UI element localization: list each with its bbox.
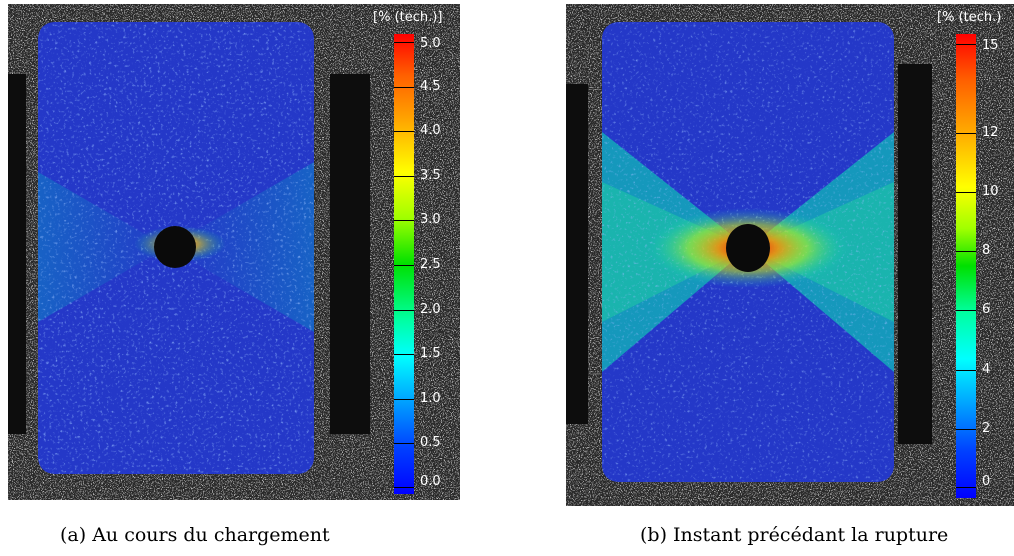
- colorbar-tick-mark: [956, 44, 976, 45]
- colorbar-tick-mark: [956, 369, 976, 371]
- colorbar-gradient: [956, 34, 976, 498]
- colorbar-tick-mark: [956, 428, 976, 430]
- colorbar-tick-mark: [394, 443, 414, 445]
- colorbar-tick-label: 1.0: [420, 390, 441, 406]
- colorbar-title: [% (tech.): [937, 10, 1002, 25]
- colorbar-tick-mark: [394, 131, 414, 133]
- colorbar-tick-mark: [394, 42, 414, 43]
- caption-a: (a) Au cours du chargement: [60, 524, 330, 546]
- colorbar-gradient: [394, 34, 414, 494]
- colorbar-tick-label: 0.0: [420, 474, 441, 489]
- colorbar-tick-label: 6: [982, 302, 991, 318]
- colorbar-tick-label: 2.0: [420, 301, 441, 317]
- colorbar-tick-label: 3.0: [420, 212, 441, 228]
- colorbar-tick-mark: [394, 398, 414, 400]
- colorbar-tick-label: 4.0: [420, 123, 441, 139]
- colorbar-tick-label: 10: [982, 184, 999, 199]
- colorbar-b: [% (tech.) 15 12 10 8 6 4 2 0: [932, 4, 1014, 506]
- colorbar-tick-mark: [394, 175, 414, 177]
- strain-map-panel-a: [% (tech.)] 5.0 4.5 4.0 3.5 3.0 2.5 2.0 1.5 1.0 0…: [8, 4, 460, 500]
- colorbar-tick-mark: [394, 354, 414, 356]
- colorbar-tick-label: 2: [982, 420, 991, 436]
- colorbar-tick-mark: [394, 487, 414, 488]
- colorbar-tick-mark: [956, 310, 976, 312]
- colorbar-tick-label: 12: [982, 124, 999, 140]
- colorbar-tick-label: 15: [982, 38, 999, 53]
- specimen-hole: [726, 224, 770, 272]
- colorbar-tick-label: 4: [982, 361, 991, 377]
- colorbar-title: [% (tech.)]: [373, 10, 443, 25]
- caption-b: (b) Instant précédant la rupture: [640, 524, 949, 546]
- colorbar-tick-label: 0.5: [420, 435, 441, 451]
- colorbar-tick-mark: [956, 251, 976, 253]
- colorbar-tick-label: 2.5: [420, 257, 441, 272]
- colorbar-tick-mark: [394, 309, 414, 311]
- colorbar-tick-mark: [956, 192, 976, 193]
- colorbar-a: [% (tech.)] 5.0 4.5 4.0 3.5 3.0 2.5 2.0 1.5 1.0 0…: [370, 4, 460, 500]
- colorbar-tick-mark: [394, 265, 414, 266]
- colorbar-tick-mark: [956, 132, 976, 134]
- colorbar-tick-mark: [394, 220, 414, 222]
- colorbar-tick-label: 0: [982, 474, 991, 489]
- colorbar-tick-label: 4.5: [420, 78, 441, 94]
- colorbar-tick-label: 3.5: [420, 167, 441, 183]
- specimen-hole: [154, 226, 196, 268]
- colorbar-tick-label: 5.0: [420, 36, 441, 51]
- colorbar-tick-mark: [394, 86, 414, 88]
- colorbar-tick-label: 8: [982, 243, 991, 259]
- colorbar-tick-mark: [956, 487, 976, 488]
- colorbar-tick-label: 1.5: [420, 346, 441, 362]
- strain-map-panel-b: [% (tech.) 15 12 10 8 6 4 2 0: [566, 4, 1014, 506]
